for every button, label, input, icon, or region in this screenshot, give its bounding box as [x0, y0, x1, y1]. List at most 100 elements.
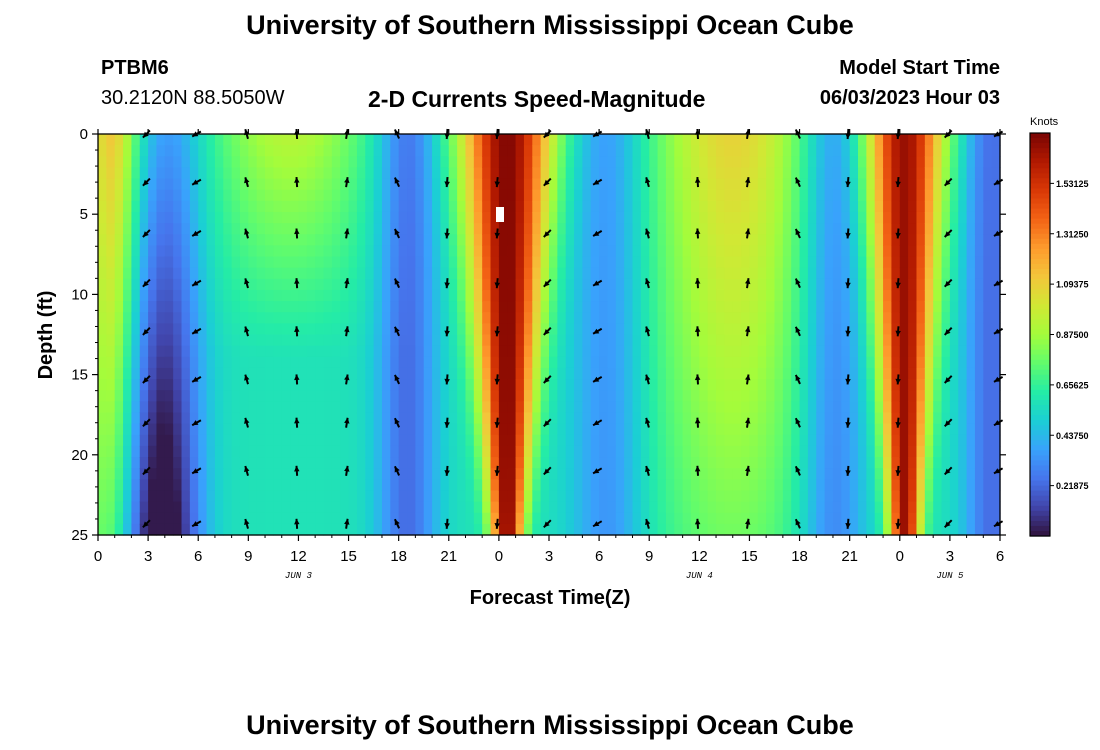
heatmap-cell	[206, 334, 216, 347]
heatmap-cell	[356, 379, 366, 391]
heatmap-cell	[306, 468, 316, 480]
heatmap-cell	[540, 490, 550, 503]
heatmap-cell	[607, 457, 617, 469]
heatmap-cell	[741, 167, 751, 180]
y-tick-label: 15	[71, 367, 88, 384]
heatmap-cell	[398, 367, 408, 380]
heatmap-cell	[507, 301, 517, 313]
heatmap-cell	[498, 457, 508, 469]
heatmap-cell	[331, 223, 341, 235]
heatmap-cell	[858, 356, 867, 369]
heatmap-cell	[582, 345, 592, 358]
heatmap-cell	[214, 234, 224, 246]
heatmap-cell	[690, 189, 700, 202]
heatmap-cell	[189, 501, 199, 514]
heatmap-cell	[824, 390, 834, 402]
heatmap-cell	[799, 223, 809, 235]
heatmap-cell	[991, 468, 1001, 480]
heatmap-cell	[98, 189, 107, 202]
heatmap-cell	[206, 423, 216, 436]
heatmap-cell	[281, 167, 291, 180]
current-arrow	[344, 228, 350, 239]
heatmap-cell	[423, 501, 433, 514]
heatmap-cell	[398, 278, 408, 291]
heatmap-cell	[766, 200, 776, 213]
heatmap-cell	[198, 223, 208, 235]
heatmap-cell	[966, 223, 976, 235]
heatmap-cell	[816, 434, 826, 447]
heatmap-cell	[173, 256, 183, 269]
heatmap-cell	[899, 267, 909, 280]
heatmap-cell	[457, 523, 467, 536]
heatmap-cell	[832, 301, 842, 313]
current-arrow	[543, 466, 552, 476]
heatmap-cell	[315, 145, 325, 157]
current-arrow	[694, 518, 701, 529]
heatmap-cell	[574, 223, 584, 235]
heatmap-cell	[807, 334, 817, 347]
heatmap-cell	[858, 167, 867, 180]
heatmap-cell	[423, 379, 433, 391]
heatmap-cell	[565, 367, 575, 380]
heatmap-cell	[457, 501, 467, 514]
heatmap-cell	[423, 189, 433, 202]
colorbar-segment	[1030, 294, 1050, 300]
heatmap-cell	[615, 423, 625, 436]
heatmap-cell	[123, 267, 133, 280]
heatmap-cell	[181, 289, 191, 302]
heatmap-cell	[916, 512, 926, 525]
x-tick-label: 21	[841, 548, 858, 565]
current-arrow	[745, 326, 751, 337]
heatmap-cell	[674, 323, 684, 336]
heatmap-cell	[239, 379, 249, 391]
heatmap-cell	[482, 356, 492, 369]
heatmap-cell	[716, 211, 725, 224]
heatmap-cell	[482, 323, 492, 336]
heatmap-cell	[498, 512, 508, 525]
heatmap-cell	[482, 234, 492, 246]
heatmap-cell	[590, 301, 600, 313]
heatmap-cell	[983, 334, 993, 347]
heatmap-cell	[607, 200, 617, 213]
colorbar-segment	[1030, 420, 1050, 426]
heatmap-cell	[933, 379, 943, 391]
heatmap-cell	[164, 189, 174, 202]
heatmap-cell	[114, 457, 124, 469]
heatmap-cell	[181, 312, 191, 324]
heatmap-cell	[340, 167, 350, 180]
heatmap-cell	[590, 289, 600, 302]
heatmap-cell	[239, 457, 249, 469]
heatmap-cell	[515, 167, 525, 180]
heatmap-cell	[490, 457, 500, 469]
heatmap-cell	[398, 334, 408, 347]
heatmap-cell	[782, 134, 792, 146]
heatmap-cell	[649, 312, 659, 324]
heatmap-cell	[365, 301, 375, 313]
heatmap-cell	[582, 178, 592, 191]
heatmap-cell	[189, 367, 199, 380]
heatmap-cell	[582, 145, 592, 157]
heatmap-cell	[164, 256, 174, 269]
heatmap-cell	[231, 423, 241, 436]
heatmap-cell	[373, 289, 383, 302]
heatmap-cell	[707, 289, 717, 302]
heatmap-cell	[356, 501, 366, 514]
heatmap-cell	[407, 289, 416, 302]
heatmap-cell	[281, 134, 291, 146]
heatmap-cell	[582, 256, 592, 269]
heatmap-cell	[181, 211, 191, 224]
heatmap-cell	[615, 134, 625, 146]
heatmap-cell	[849, 490, 859, 503]
heatmap-cell	[640, 468, 650, 480]
heatmap-cell	[883, 323, 893, 336]
heatmap-cell	[849, 356, 859, 369]
heatmap-cell	[114, 312, 124, 324]
heatmap-cell	[490, 278, 500, 291]
current-arrow	[895, 518, 901, 529]
heatmap-cell	[908, 512, 918, 525]
heatmap-cell	[799, 468, 809, 480]
heatmap-cell	[448, 167, 458, 180]
heatmap-cell	[824, 523, 834, 536]
heatmap-cell	[189, 379, 199, 391]
heatmap-cell	[557, 501, 567, 514]
